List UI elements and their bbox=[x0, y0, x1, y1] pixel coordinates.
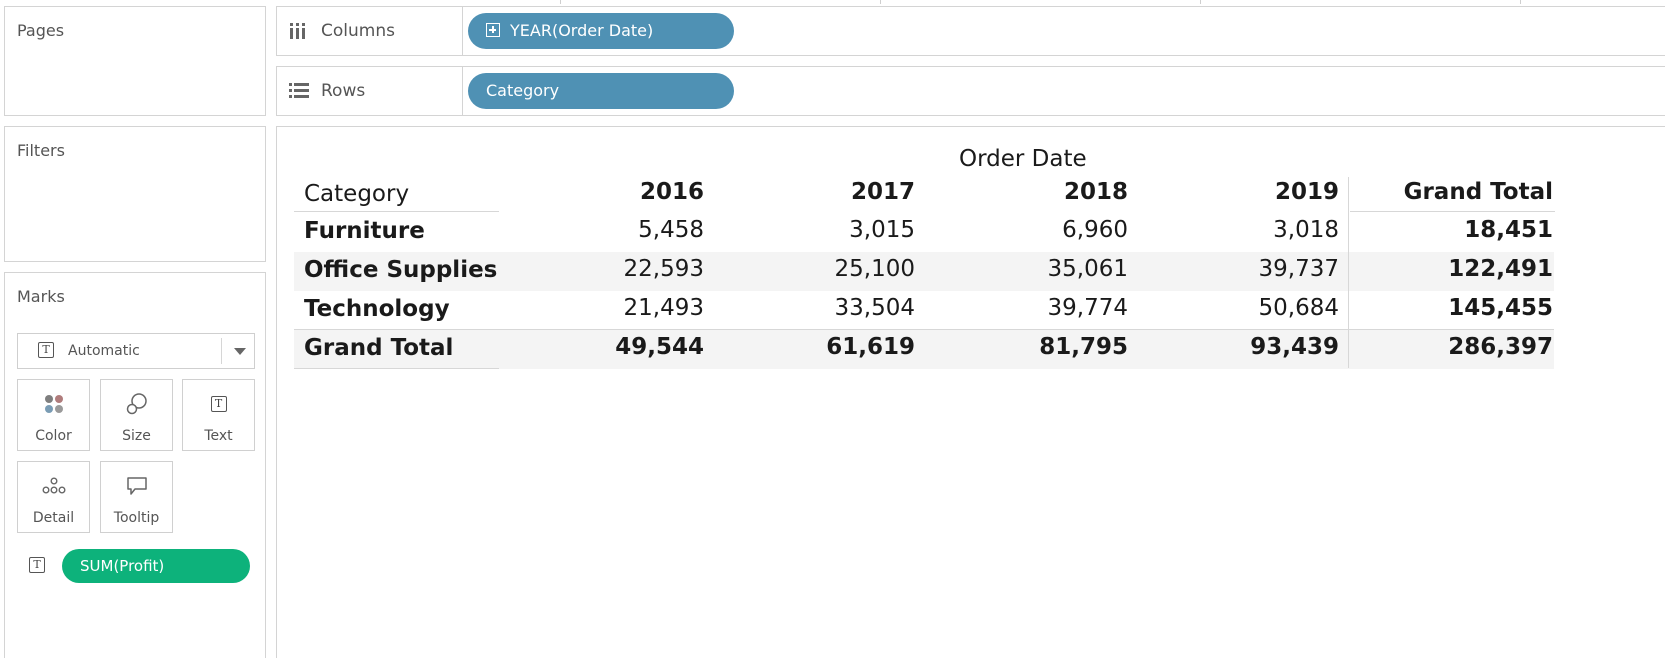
detail-dots-icon bbox=[18, 474, 89, 498]
table-cell: 6,960 bbox=[1062, 217, 1128, 243]
column-grand-total: 93,439 bbox=[1250, 334, 1339, 360]
columns-icon bbox=[289, 22, 307, 44]
table-cell: 33,504 bbox=[834, 295, 915, 321]
rows-shelf-header: Rows bbox=[277, 67, 463, 115]
grand-total-top-line bbox=[294, 329, 1554, 330]
filters-title: Filters bbox=[17, 141, 65, 160]
table-cell: 35,061 bbox=[1047, 256, 1128, 282]
detail-tile-label: Detail bbox=[32, 510, 75, 526]
column-header: 2018 bbox=[1063, 179, 1128, 205]
row-header: Technology bbox=[304, 296, 450, 322]
marks-card: Marks T Automatic Color Size T Text bbox=[4, 272, 266, 658]
header-underline-left bbox=[294, 211, 499, 212]
row-grand-total: 122,491 bbox=[1448, 256, 1553, 282]
row-band bbox=[294, 252, 1554, 291]
size-tile[interactable]: Size bbox=[100, 379, 173, 451]
text-t-icon: T bbox=[183, 392, 254, 416]
chevron-down-icon[interactable] bbox=[234, 348, 246, 355]
row-dimension-header: Category bbox=[304, 181, 410, 207]
mark-type-dropdown[interactable]: T Automatic bbox=[17, 333, 255, 369]
table-cell: 50,684 bbox=[1258, 295, 1339, 321]
rows-label: Rows bbox=[321, 81, 366, 101]
color-tile-label: Color bbox=[35, 428, 72, 444]
detail-tile[interactable]: Detail bbox=[17, 461, 90, 533]
column-header: 2016 bbox=[639, 179, 704, 205]
mark-type-label: Automatic bbox=[68, 343, 140, 359]
column-header: 2017 bbox=[850, 179, 915, 205]
color-dots-icon bbox=[18, 392, 89, 416]
year-order-date-pill[interactable]: YEAR(Order Date) bbox=[468, 13, 734, 49]
table-cell: 25,100 bbox=[834, 256, 915, 282]
column-grand-total: 61,619 bbox=[826, 334, 915, 360]
columns-shelf-header: Columns bbox=[277, 7, 463, 55]
table-cell: 39,774 bbox=[1047, 295, 1128, 321]
size-circles-icon bbox=[101, 392, 172, 416]
table-cell: 3,018 bbox=[1273, 217, 1339, 243]
text-encoding-icon[interactable]: T bbox=[29, 557, 45, 573]
text-tile-label: Text bbox=[204, 428, 233, 444]
header-underline-right bbox=[1350, 211, 1555, 212]
sum-profit-pill[interactable]: SUM(Profit) bbox=[62, 549, 250, 583]
column-group-header: Order Date bbox=[959, 146, 1087, 172]
column-header-grand-total: Grand Total bbox=[1403, 179, 1553, 205]
top-tick bbox=[880, 0, 881, 4]
column-grand-total: 81,795 bbox=[1039, 334, 1128, 360]
overall-grand-total: 286,397 bbox=[1448, 334, 1553, 360]
crosstab-table: Order Date Category 2016 2017 2018 2019 … bbox=[277, 127, 1665, 658]
columns-shelf[interactable]: Columns YEAR(Order Date) bbox=[276, 6, 1665, 56]
row-header: Furniture bbox=[304, 218, 425, 244]
expand-plus-icon[interactable] bbox=[486, 23, 500, 37]
top-tick bbox=[1200, 0, 1201, 4]
marks-title: Marks bbox=[17, 287, 65, 306]
top-tick bbox=[560, 0, 561, 4]
text-tile[interactable]: T Text bbox=[182, 379, 255, 451]
top-tick bbox=[1520, 0, 1521, 4]
column-header: 2019 bbox=[1274, 179, 1339, 205]
filters-card[interactable]: Filters bbox=[4, 126, 266, 262]
rows-icon bbox=[289, 82, 309, 102]
table-cell: 3,015 bbox=[849, 217, 915, 243]
table-cell: 22,593 bbox=[623, 256, 704, 282]
column-grand-total: 49,544 bbox=[615, 334, 704, 360]
rows-shelf[interactable]: Rows Category bbox=[276, 66, 1665, 116]
pages-card[interactable]: Pages bbox=[4, 6, 266, 116]
row-header: Office Supplies bbox=[304, 257, 498, 283]
columns-label: Columns bbox=[321, 21, 395, 41]
text-mark-icon: T bbox=[38, 342, 54, 358]
table-cell: 39,737 bbox=[1258, 256, 1339, 282]
row-grand-total: 18,451 bbox=[1464, 217, 1553, 243]
row-band bbox=[294, 330, 1554, 369]
tooltip-tile[interactable]: Tooltip bbox=[100, 461, 173, 533]
pages-title: Pages bbox=[17, 21, 65, 40]
size-tile-label: Size bbox=[122, 428, 151, 444]
grand-total-divider bbox=[1348, 177, 1349, 368]
year-order-date-label: YEAR(Order Date) bbox=[510, 21, 654, 40]
tooltip-tile-label: Tooltip bbox=[113, 510, 160, 526]
grand-total-row-header: Grand Total bbox=[304, 335, 454, 361]
dropdown-divider bbox=[221, 338, 222, 364]
view-area: Order Date Category 2016 2017 2018 2019 … bbox=[276, 126, 1665, 658]
table-cell: 5,458 bbox=[638, 217, 704, 243]
row-grand-total: 145,455 bbox=[1448, 295, 1553, 321]
color-tile[interactable]: Color bbox=[17, 379, 90, 451]
speech-bubble-icon bbox=[101, 474, 172, 498]
category-pill[interactable]: Category bbox=[468, 73, 734, 109]
table-cell: 21,493 bbox=[623, 295, 704, 321]
bottom-line bbox=[294, 368, 499, 369]
